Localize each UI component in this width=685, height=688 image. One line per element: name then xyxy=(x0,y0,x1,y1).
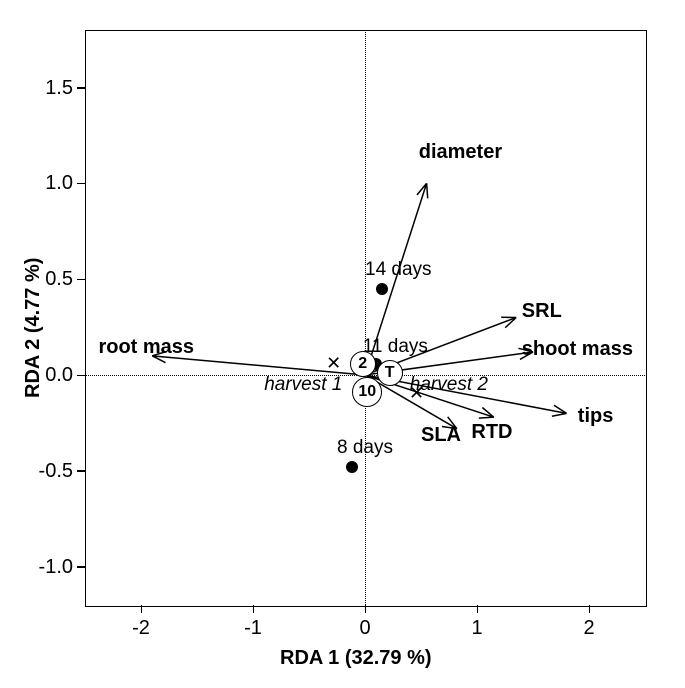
cov-label-d14: 14 days xyxy=(365,259,432,281)
point-dot-p14 xyxy=(376,283,388,295)
trait-label-RTD: RTD xyxy=(471,421,512,444)
point-x-h2x: ✕ xyxy=(408,384,426,402)
y-tick xyxy=(77,183,85,185)
x-tick xyxy=(253,605,255,613)
y-tick xyxy=(77,87,85,89)
point-circle-c2: 2 xyxy=(350,351,376,377)
trait-label-diameter: diameter xyxy=(419,141,502,164)
x-tick-label: 2 xyxy=(569,617,609,640)
x-tick xyxy=(365,605,367,613)
point-circle-cT: T xyxy=(377,360,403,386)
x-axis-label: RDA 1 (32.79 %) xyxy=(280,647,432,670)
x-tick xyxy=(589,605,591,613)
vector-head-diameter xyxy=(427,183,428,198)
trait-label-SLA: SLA xyxy=(421,424,461,447)
y-tick-label: 0.0 xyxy=(45,364,73,387)
y-tick xyxy=(77,566,85,568)
rda-biplot-figure: RDA 2 (4.77 %) RDA 1 (32.79 %) -2 -1 0 1 2 -1… xyxy=(0,0,685,688)
y-tick xyxy=(77,470,85,472)
x-tick-label: 1 xyxy=(457,617,497,640)
harvest-label-harvest1: harvest 1 xyxy=(264,374,342,396)
trait-label-SRL: SRL xyxy=(522,300,562,323)
y-tick-label: -0.5 xyxy=(39,460,73,483)
y-tick-label: -1.0 xyxy=(39,556,73,579)
x-tick-label: -1 xyxy=(233,617,273,640)
x-tick-label: -2 xyxy=(121,617,161,640)
x-tick xyxy=(141,605,143,613)
vector-head-RTD xyxy=(479,417,494,418)
x-tick-label: 0 xyxy=(345,617,385,640)
x-tick xyxy=(477,605,479,613)
point-x-h1x: ✕ xyxy=(325,354,343,372)
trait-label-root_mass: root mass xyxy=(98,336,194,359)
y-tick-label: 1.0 xyxy=(45,172,73,195)
ref-line-x0 xyxy=(365,30,366,605)
point-dot-p8 xyxy=(346,461,358,473)
y-tick-label: 1.5 xyxy=(45,77,73,100)
trait-label-shoot_mass: shoot mass xyxy=(522,338,633,361)
y-tick xyxy=(77,279,85,281)
y-axis-label: RDA 2 (4.77 %) xyxy=(22,257,45,397)
y-tick-label: 0.5 xyxy=(45,268,73,291)
vector-head-tips xyxy=(552,413,567,416)
trait-label-tips: tips xyxy=(578,405,614,428)
cov-label-d8: 8 days xyxy=(337,437,393,459)
y-tick xyxy=(77,375,85,377)
